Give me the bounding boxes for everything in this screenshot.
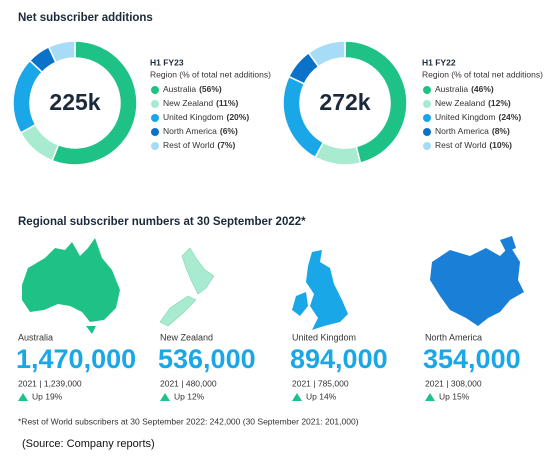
donut-segment [12,59,44,134]
source: (Source: Company reports) [22,438,155,450]
region-value: 354,000 [423,344,521,374]
legend-title: H1 FY22 [422,57,456,67]
legend-marker [423,86,431,94]
donut-segment [282,75,325,159]
region-name: New Zealand [160,332,213,342]
legend-value: (24%) [498,112,521,122]
donut-segment [51,40,138,166]
map-shape [86,326,96,334]
legend-entry: New Zealand (11%) [163,98,238,108]
legend-entry: North America (6%) [163,126,238,136]
legend-label: Rest of World [435,140,487,150]
legend-subtitle: Region (% of total net additions) [422,69,543,79]
legend-entry: United Kingdom (24%) [435,112,521,122]
legend-value: (10%) [489,140,512,150]
region-name: North America [425,332,482,342]
map-united-kingdom [292,250,348,330]
up-arrow [425,393,435,401]
map-shape [292,292,308,316]
legend-marker [151,128,159,136]
legend-entry: Rest of World (10%) [435,140,512,150]
legend-value: (6%) [220,126,238,136]
legend-label: Rest of World [163,140,215,150]
section-title: Regional subscriber numbers at 30 Septem… [18,216,306,228]
legend-title: H1 FY23 [150,57,184,67]
map-shape [430,246,524,326]
map-shape [181,247,215,295]
region-prior: 2021 | 1,239,000 [18,378,82,388]
legend-label: North America [163,126,217,136]
region-change: Up 14% [306,391,337,401]
up-arrow [160,393,170,401]
region-prior: 2021 | 308,000 [425,378,482,388]
legend-entry: Rest of World (7%) [163,140,235,150]
legend-entry: North America (8%) [435,126,510,136]
legend-label: New Zealand [435,98,485,108]
region-change: Up 19% [32,391,63,401]
map-north-america [430,236,524,326]
legend-label: North America [435,126,489,136]
up-arrow [292,393,302,401]
section-title: Net subscriber additions [18,12,153,24]
legend-entry: Australia (46%) [435,84,494,94]
map-australia [22,238,120,334]
region-value: 894,000 [290,344,388,374]
legend-entry: United Kingdom (20%) [163,112,249,122]
region-name: United Kingdom [292,332,356,342]
legend-value: (11%) [216,98,238,108]
legend-subtitle: Region (% of total net additions) [150,69,271,79]
legend-marker [151,86,159,94]
legend-marker [151,100,159,108]
legend-label: United Kingdom [435,112,495,122]
region-change: Up 12% [174,391,205,401]
region-change: Up 15% [439,391,470,401]
center-label: 225k [49,89,100,115]
region-value: 1,470,000 [16,344,136,374]
map-shape [159,295,197,327]
legend-value: (56%) [199,84,222,94]
legend-entry: Australia (56%) [163,84,222,94]
map-shape [306,250,348,330]
map-shape [500,236,516,252]
legend-label: United Kingdom [163,112,223,122]
legend-marker [423,142,431,150]
map-new-zealand [159,247,215,327]
region-name: Australia [18,332,53,342]
legend-value: (7%) [217,140,235,150]
legend-entry: New Zealand (12%) [435,98,511,108]
legend-value: (20%) [226,112,249,122]
donut-segment [307,40,346,68]
region-prior: 2021 | 480,000 [160,378,217,388]
legend-label: New Zealand [163,98,213,108]
footnote: *Rest of World subscribers at 30 Septemb… [18,416,359,426]
legend-value: (12%) [488,98,511,108]
legend-marker [423,128,431,136]
region-value: 536,000 [158,344,256,374]
map-shape [22,238,120,322]
legend-marker [151,114,159,122]
legend-marker [423,100,431,108]
legend-marker [423,114,431,122]
legend-label: Australia [435,84,468,94]
legend-marker [151,142,159,150]
donut-segment [47,40,76,64]
legend-value: (8%) [492,126,510,136]
legend-value: (46%) [471,84,494,94]
up-arrow [18,393,28,401]
region-prior: 2021 | 785,000 [292,378,349,388]
legend-label: Australia [163,84,196,94]
center-label: 272k [319,89,370,115]
